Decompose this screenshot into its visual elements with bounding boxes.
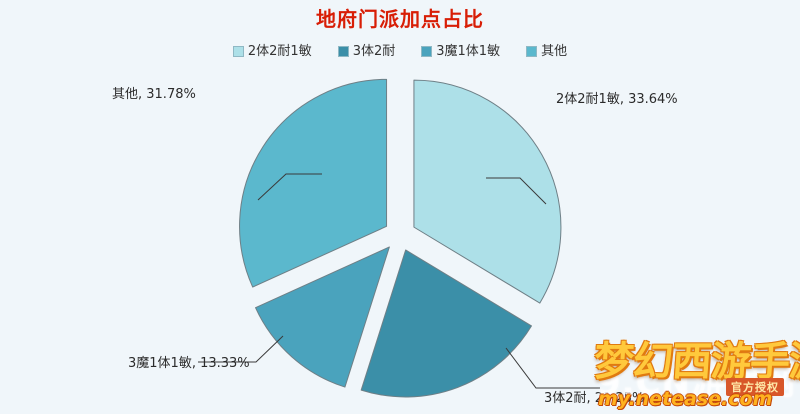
legend-label-3: 其他 xyxy=(541,44,568,59)
leader-line-top-left xyxy=(257,173,322,201)
pie-slice-2[interactable] xyxy=(255,246,390,388)
legend-item-0[interactable]: 2体2耐1敏 xyxy=(232,44,312,59)
data-label-top-right: 2体2耐1敏, 33.64% xyxy=(556,92,678,107)
legend-swatch-icon-3 xyxy=(526,46,538,57)
legend-swatch-icon-0 xyxy=(232,46,244,57)
pie-slice-0[interactable] xyxy=(413,79,562,304)
data-label-bottom-right: 3体2耐, 21.25% xyxy=(544,391,644,406)
legend-label-0: 2体2耐1敏 xyxy=(247,44,312,59)
leader-line-bottom-right xyxy=(505,347,600,389)
leader-line-bottom-left xyxy=(198,335,284,363)
chart-title: 地府门派加点占比 xyxy=(316,7,484,31)
data-label-top-left: 其他, 31.78% xyxy=(112,87,196,102)
legend-label-2: 3魔1体1敏 xyxy=(436,44,501,59)
legend-item-1[interactable]: 3体2耐 xyxy=(337,44,396,59)
legend-swatch-icon-2 xyxy=(421,46,433,57)
pie-data-labels: 其他, 31.78% 2体2耐1敏, 33.64% 3魔1体1敏, 13.33%… xyxy=(112,87,678,406)
legend-item-2[interactable]: 3魔1体1敏 xyxy=(421,44,500,59)
pie-slice-3[interactable] xyxy=(239,78,388,288)
legend-item-3[interactable]: 其他 xyxy=(526,44,567,59)
legend-swatch-icon-1 xyxy=(337,46,349,57)
leader-line-top-right xyxy=(486,177,547,205)
pie-slices xyxy=(239,78,562,398)
leader-lines xyxy=(198,173,600,389)
pie-slice-1[interactable] xyxy=(360,249,533,398)
chart-legend: 2体2耐1敏 3体2耐 3魔1体1敏 其他 xyxy=(0,44,800,59)
legend-label-1: 3体2耐 xyxy=(352,44,396,59)
data-label-bottom-left: 3魔1体1敏, 13.33% xyxy=(128,356,250,371)
